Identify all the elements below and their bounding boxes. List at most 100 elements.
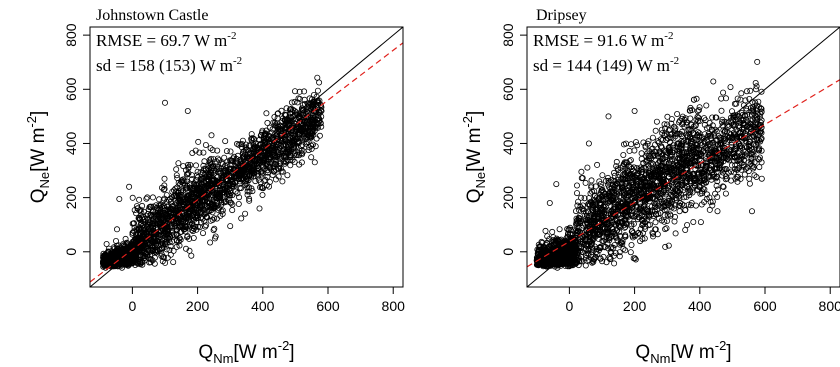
data-point	[251, 161, 258, 168]
data-point	[155, 238, 162, 245]
data-point	[159, 237, 166, 244]
data-point	[255, 165, 262, 172]
data-point	[746, 175, 753, 182]
data-point	[267, 139, 274, 146]
data-point	[158, 184, 165, 191]
data-point	[316, 132, 323, 139]
data-point	[113, 262, 120, 269]
data-point	[551, 241, 558, 248]
data-point	[276, 144, 283, 151]
data-point	[244, 176, 251, 183]
data-point	[304, 124, 311, 131]
data-point	[662, 226, 669, 233]
data-point	[263, 158, 270, 165]
y-tick-label: 0	[63, 248, 79, 256]
data-point	[191, 202, 198, 209]
data-point	[622, 247, 629, 254]
data-point	[246, 197, 253, 204]
data-point	[265, 183, 272, 190]
data-point	[653, 118, 660, 125]
data-point	[206, 207, 213, 214]
data-point	[214, 147, 221, 154]
data-point	[114, 226, 121, 233]
data-point	[207, 160, 214, 167]
data-point	[159, 258, 166, 265]
data-point	[248, 137, 255, 144]
data-point	[164, 231, 171, 238]
data-point	[160, 186, 167, 193]
data-point	[182, 224, 189, 231]
data-point	[714, 208, 721, 215]
data-point	[273, 161, 280, 168]
data-point	[291, 88, 298, 95]
data-point	[672, 230, 679, 237]
data-point	[211, 225, 218, 232]
data-point	[650, 233, 657, 240]
data-point	[741, 171, 748, 178]
data-point	[752, 99, 759, 106]
data-point	[258, 171, 265, 178]
data-point	[599, 186, 606, 193]
data-point	[129, 194, 136, 201]
data-point	[661, 218, 668, 225]
data-point	[153, 204, 160, 211]
data-point	[306, 124, 313, 131]
data-point	[546, 248, 553, 255]
data-point	[665, 242, 672, 249]
data-point	[676, 208, 683, 215]
y-axis-label: QNe[W m-2]	[24, 111, 52, 204]
data-point	[206, 157, 213, 164]
data-point	[574, 190, 581, 197]
data-point	[713, 182, 720, 189]
data-point	[192, 162, 199, 169]
data-point	[137, 206, 144, 213]
data-point	[175, 160, 182, 167]
data-point	[167, 206, 174, 213]
data-point	[216, 179, 223, 186]
data-point	[264, 173, 271, 180]
data-point	[136, 196, 143, 203]
y-tick-label: 800	[63, 23, 79, 47]
data-point	[204, 192, 211, 199]
data-point	[233, 140, 240, 147]
data-point	[242, 147, 249, 154]
data-point	[144, 194, 151, 201]
data-point	[552, 237, 559, 244]
data-point	[145, 229, 152, 236]
data-point	[261, 178, 268, 185]
data-point	[663, 225, 670, 232]
data-point	[184, 234, 191, 241]
data-point	[263, 110, 270, 117]
data-point	[308, 145, 315, 152]
data-point	[131, 224, 138, 231]
data-point	[679, 201, 686, 208]
data-point	[311, 119, 318, 126]
data-point	[709, 114, 716, 121]
data-point	[667, 212, 674, 219]
data-point	[129, 231, 136, 238]
data-point	[174, 174, 181, 181]
data-point	[131, 253, 138, 260]
data-point	[183, 178, 190, 185]
data-point	[203, 222, 210, 229]
data-point	[248, 185, 255, 192]
data-point	[541, 246, 548, 253]
data-point	[734, 178, 741, 185]
data-point	[753, 86, 760, 93]
data-point	[184, 193, 191, 200]
data-point	[262, 138, 269, 145]
data-point	[263, 161, 270, 168]
data-point	[132, 239, 139, 246]
data-point	[188, 226, 195, 233]
data-point	[299, 134, 306, 141]
data-point	[188, 172, 195, 179]
data-point	[298, 143, 305, 150]
data-point	[182, 245, 189, 252]
data-point	[291, 98, 298, 105]
data-point	[210, 196, 217, 203]
data-point	[156, 246, 163, 253]
data-point	[309, 112, 316, 119]
data-point	[264, 119, 271, 126]
data-point	[271, 119, 278, 126]
